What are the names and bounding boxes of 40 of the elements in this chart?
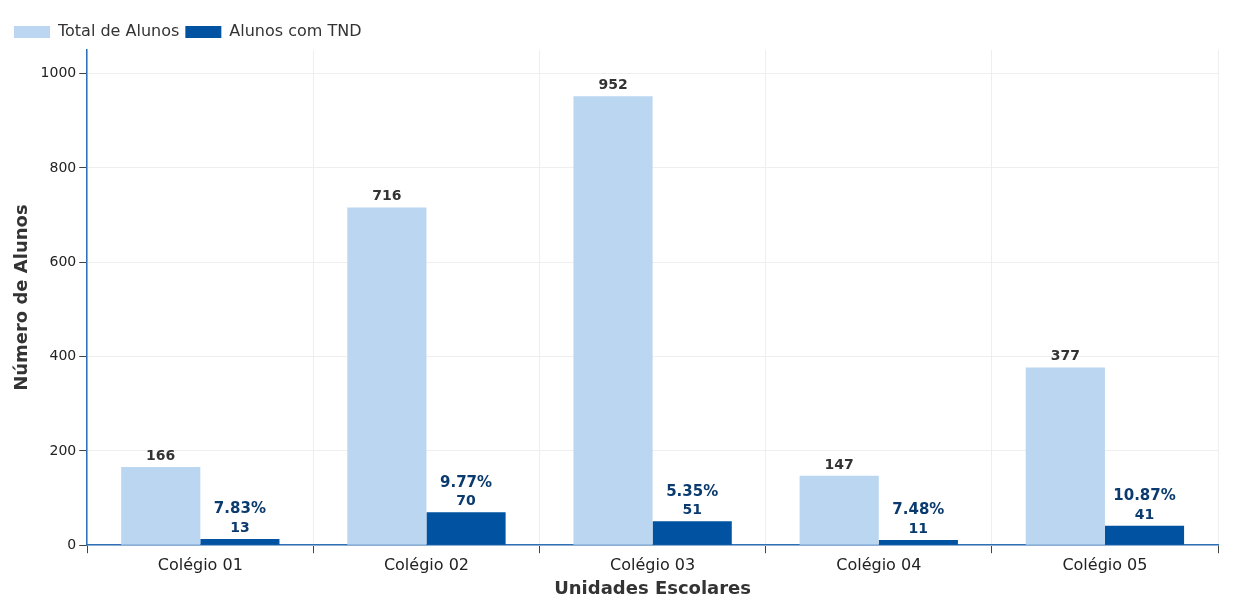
x-axis-title: Unidades Escolares	[554, 576, 752, 598]
y-tick-label: 200	[49, 441, 77, 458]
y-tick-label: 400	[49, 347, 77, 364]
y-tick-label: 600	[49, 252, 77, 269]
bar	[1104, 525, 1185, 545]
data-label: 70	[456, 491, 477, 508]
data-label: 11	[908, 519, 929, 536]
x-tick-label: Colégio 01	[157, 554, 243, 574]
bar	[652, 521, 732, 545]
x-tick-label: Colégio 03	[610, 554, 696, 574]
bar	[799, 475, 879, 545]
annotation: 7.48%	[892, 500, 945, 519]
data-label: 51	[682, 500, 702, 517]
bar	[347, 207, 427, 545]
x-tick-label: Colégio 04	[836, 554, 922, 574]
legend-label: Alunos com TND	[229, 21, 362, 41]
data-label: 716	[372, 187, 402, 204]
bar	[121, 466, 201, 545]
bar	[878, 540, 958, 545]
annotation: 5.35%	[666, 481, 719, 500]
x-tick-label: Colégio 05	[1062, 554, 1148, 574]
data-label: 41	[1134, 505, 1155, 522]
data-label: 13	[230, 518, 250, 535]
y-tick-label: 0	[67, 535, 77, 552]
y-axis-title: Número de Alunos	[10, 204, 32, 391]
bar	[1025, 367, 1105, 545]
annotation: 9.77%	[440, 472, 493, 491]
data-label: 377	[1050, 347, 1080, 364]
bar	[426, 512, 506, 545]
x-tick-label: Colégio 02	[383, 554, 470, 574]
data-label: 166	[146, 446, 176, 463]
y-tick-label: 800	[49, 158, 77, 175]
bar	[200, 539, 280, 545]
data-label: 952	[598, 75, 628, 92]
annotation: 7.83%	[213, 499, 266, 518]
data-label: 147	[824, 455, 854, 472]
annotation: 10.87%	[1113, 486, 1176, 505]
y-tick-label: 1000	[40, 64, 77, 81]
legend-label: Total de Alunos	[57, 21, 180, 41]
bar	[573, 96, 653, 545]
